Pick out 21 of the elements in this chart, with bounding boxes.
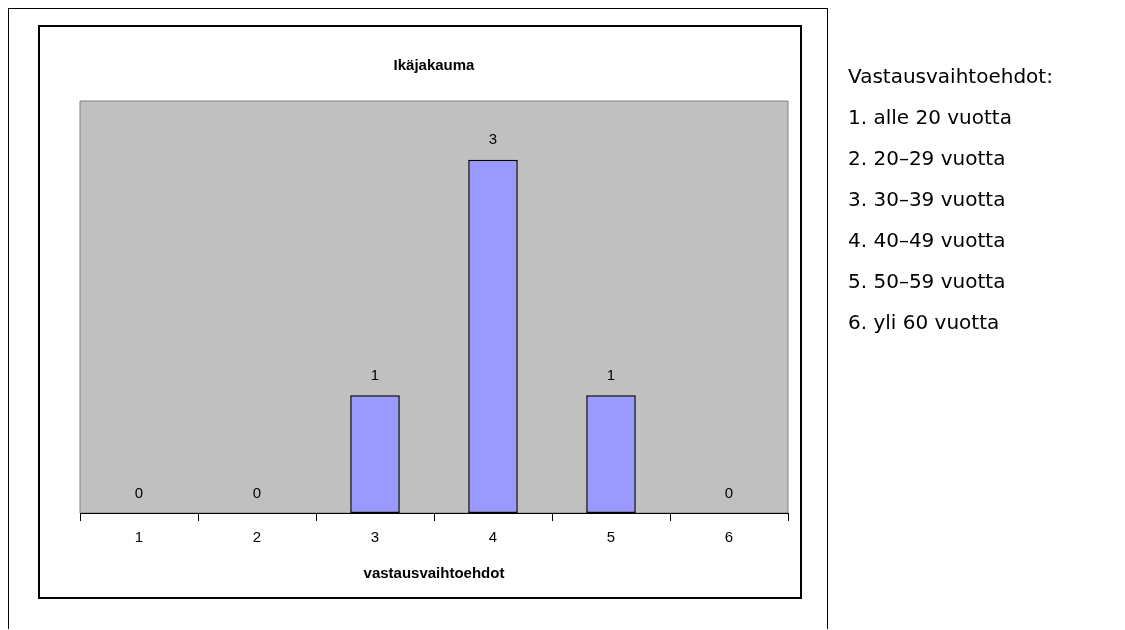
x-tick-label: 5 <box>606 528 616 546</box>
x-tick-label: 3 <box>370 528 380 546</box>
text: 5. 50–59 vuotta <box>848 268 1007 295</box>
x-axis-title: vastausvaihtoehdot <box>363 564 505 582</box>
x-tick-label: 2 <box>252 528 262 546</box>
text: Vastausvaihtoehdot: <box>848 63 1053 90</box>
data-label: 1 <box>606 365 616 383</box>
data-label: 0 <box>724 483 734 501</box>
data-label: 0 <box>134 483 144 501</box>
text: 3. 30–39 vuotta <box>848 186 1007 213</box>
data-label: 3 <box>488 130 498 148</box>
text: 4. 40–49 vuotta <box>848 227 1007 254</box>
x-tick-label: 4 <box>488 528 498 546</box>
chart-title: Ikäjakauma <box>393 56 476 74</box>
data-label: 1 <box>370 365 380 383</box>
text: 6. yli 60 vuotta <box>848 309 1001 336</box>
text: 1. alle 20 vuotta <box>848 104 1013 131</box>
x-tick-label: 6 <box>724 528 734 546</box>
data-label: 0 <box>252 483 262 501</box>
x-tick-label: 1 <box>134 528 144 546</box>
text: 2. 20–29 vuotta <box>848 145 1007 172</box>
